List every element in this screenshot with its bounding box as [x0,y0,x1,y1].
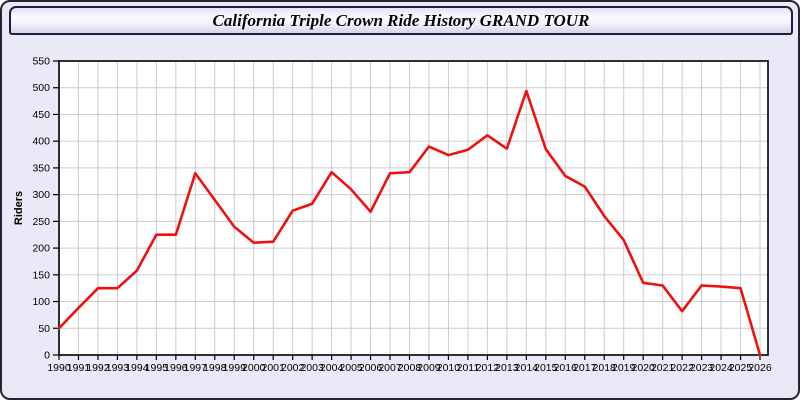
x-tick-label: 1992 [86,362,110,374]
title-bar: California Triple Crown Ride History GRA… [9,6,793,35]
x-tick-label: 1995 [145,362,169,374]
x-tick-label: 2020 [631,362,655,374]
x-tick-label: 2021 [651,362,675,374]
x-tick-label: 2011 [457,362,480,374]
line-chart: 0501001502002503003504004505005501990199… [13,56,772,375]
x-tick-label: 2003 [300,362,324,374]
y-tick-label: 400 [32,136,50,148]
chart-title: California Triple Crown Ride History GRA… [212,10,590,30]
x-tick-label: 1990 [47,362,71,374]
x-tick-label: 1999 [223,362,247,374]
x-tick-label: 2023 [690,362,714,374]
plot-background [59,61,768,355]
x-tick-label: 2018 [593,362,617,374]
x-tick-label: 2022 [670,362,694,374]
y-tick-label: 150 [32,269,50,281]
x-tick-label: 2000 [242,362,266,374]
x-tick-label: 2001 [262,362,286,374]
plot-frame [58,60,769,356]
y-tick-labels: 0 50 100 150 200 250 300 350 400 450 500 550 [32,56,50,362]
x-tick-label: 1993 [106,362,130,374]
y-tick-label: 250 [32,216,50,228]
y-tick-label: 500 [32,82,50,94]
y-tick-label: 100 [32,296,50,308]
x-tick-label: 2002 [281,362,305,374]
chart-area: 0 50 100 150 200 250 300 350 400 450 500 550 1990 199… [2,38,798,398]
x-tick-label: 2012 [476,362,500,374]
y-tick-label: 200 [32,243,50,255]
x-tick-label: 2024 [709,362,733,374]
x-tick-label: 2007 [378,362,402,374]
y-tick-label: 350 [32,162,50,174]
x-tick-label: 2006 [359,362,383,374]
x-tick-label: 2004 [320,362,344,374]
y-tick-label: 0 [44,350,50,362]
x-tick-label: 1996 [164,362,188,374]
x-tick-label: 2014 [515,362,539,374]
x-tick-label: 2017 [573,362,597,374]
x-tick-label: 2016 [554,362,578,374]
y-tick-label: 50 [38,323,50,335]
x-tick-label: 1991 [67,362,91,374]
x-tick-label: 2005 [339,362,363,374]
y-tick-label: 450 [32,109,50,121]
x-tick-label: 1997 [184,362,208,374]
x-tick-label: 2025 [729,362,753,374]
x-tick-label: 1994 [125,362,149,374]
y-tick-label: 300 [32,189,50,201]
x-tick-label: 2009 [417,362,441,374]
x-tick-label: 2008 [398,362,422,374]
y-tick-label: 550 [32,56,50,68]
tick-marks [53,60,761,360]
series-line-riders [57,89,762,357]
x-tick-label: 2015 [534,362,558,374]
x-tick-labels: 1990199119921993199419951996199719981999… [47,362,772,374]
x-gridlines [58,61,761,355]
x-tick-label: 2026 [748,362,772,374]
x-tick-label: 2013 [495,362,519,374]
y-axis-title: Riders [13,191,25,225]
x-tick-label: 2010 [437,362,461,374]
x-tick-label: 2019 [612,362,636,374]
x-tick-label: 1998 [203,362,227,374]
